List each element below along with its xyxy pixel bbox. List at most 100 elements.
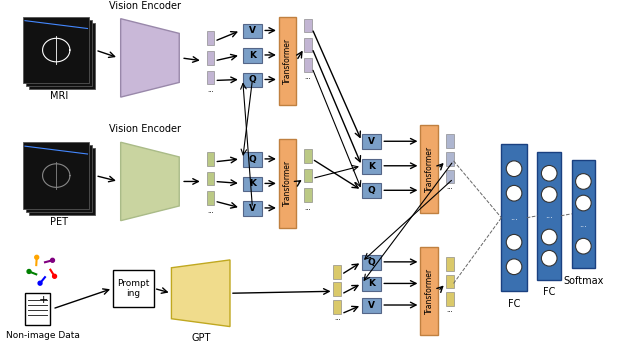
Text: K: K <box>249 51 256 60</box>
FancyBboxPatch shape <box>207 172 214 185</box>
Text: Q: Q <box>248 155 257 164</box>
FancyBboxPatch shape <box>445 135 454 148</box>
Circle shape <box>541 250 557 266</box>
FancyBboxPatch shape <box>362 298 381 313</box>
Text: Vision Encoder: Vision Encoder <box>109 1 181 11</box>
Text: GPT: GPT <box>191 334 211 344</box>
Text: Q: Q <box>248 75 257 84</box>
FancyBboxPatch shape <box>362 255 381 270</box>
Circle shape <box>506 259 522 274</box>
Text: Transformer: Transformer <box>283 160 292 206</box>
Text: K: K <box>368 162 375 171</box>
Polygon shape <box>172 260 230 326</box>
Text: V: V <box>249 204 256 213</box>
Circle shape <box>541 166 557 181</box>
Text: Prompt
ing: Prompt ing <box>117 279 150 298</box>
Circle shape <box>38 281 42 285</box>
Text: Vision Encoder: Vision Encoder <box>109 124 181 135</box>
Text: Transformer: Transformer <box>283 38 292 84</box>
Polygon shape <box>121 19 179 97</box>
Text: +: + <box>39 295 49 305</box>
Circle shape <box>541 229 557 245</box>
FancyBboxPatch shape <box>243 152 262 167</box>
Text: MRI: MRI <box>50 91 68 101</box>
Circle shape <box>35 255 38 259</box>
FancyBboxPatch shape <box>243 48 262 63</box>
FancyBboxPatch shape <box>23 142 90 209</box>
FancyBboxPatch shape <box>26 145 92 212</box>
Text: V: V <box>368 137 375 146</box>
FancyBboxPatch shape <box>29 148 95 215</box>
FancyBboxPatch shape <box>362 183 381 198</box>
Text: ...: ... <box>545 211 553 220</box>
FancyBboxPatch shape <box>304 149 312 163</box>
Circle shape <box>575 238 591 254</box>
Text: ...: ... <box>305 74 312 80</box>
Text: K: K <box>368 279 375 288</box>
FancyBboxPatch shape <box>207 191 214 205</box>
Text: FC: FC <box>508 299 520 309</box>
FancyBboxPatch shape <box>304 19 312 32</box>
FancyBboxPatch shape <box>279 139 296 227</box>
Circle shape <box>575 195 591 211</box>
Text: Transformer: Transformer <box>425 146 434 192</box>
FancyBboxPatch shape <box>362 277 381 291</box>
Text: Non-image Data: Non-image Data <box>6 330 79 340</box>
Circle shape <box>506 161 522 177</box>
FancyBboxPatch shape <box>445 257 454 271</box>
FancyBboxPatch shape <box>23 17 90 83</box>
Circle shape <box>506 185 522 201</box>
Circle shape <box>51 258 54 262</box>
FancyBboxPatch shape <box>26 20 92 87</box>
Text: ...: ... <box>446 184 453 190</box>
Text: Transformer: Transformer <box>425 268 434 314</box>
Text: ...: ... <box>579 220 588 229</box>
FancyBboxPatch shape <box>113 270 154 307</box>
Text: ...: ... <box>305 205 312 211</box>
Text: ...: ... <box>510 213 518 222</box>
Text: PET: PET <box>50 217 68 227</box>
FancyBboxPatch shape <box>304 169 312 182</box>
FancyBboxPatch shape <box>29 23 95 89</box>
Text: ...: ... <box>334 315 340 321</box>
FancyBboxPatch shape <box>304 188 312 202</box>
FancyBboxPatch shape <box>538 152 561 279</box>
Text: K: K <box>249 179 256 188</box>
FancyBboxPatch shape <box>333 282 341 296</box>
FancyBboxPatch shape <box>501 144 527 291</box>
FancyBboxPatch shape <box>207 70 214 84</box>
Polygon shape <box>121 142 179 221</box>
FancyBboxPatch shape <box>572 160 595 268</box>
FancyBboxPatch shape <box>207 51 214 65</box>
FancyBboxPatch shape <box>243 23 262 38</box>
Circle shape <box>541 187 557 202</box>
FancyBboxPatch shape <box>333 300 341 314</box>
Text: Softmax: Softmax <box>563 276 604 286</box>
FancyBboxPatch shape <box>25 293 51 325</box>
Text: ...: ... <box>446 307 453 313</box>
Text: Q: Q <box>367 186 376 195</box>
FancyBboxPatch shape <box>445 152 454 166</box>
FancyBboxPatch shape <box>445 292 454 306</box>
FancyBboxPatch shape <box>333 265 341 278</box>
FancyBboxPatch shape <box>243 73 262 87</box>
Circle shape <box>506 234 522 250</box>
FancyBboxPatch shape <box>445 170 454 183</box>
FancyBboxPatch shape <box>362 135 381 149</box>
FancyBboxPatch shape <box>420 125 438 213</box>
FancyBboxPatch shape <box>279 17 296 105</box>
Text: FC: FC <box>543 287 556 297</box>
FancyBboxPatch shape <box>207 152 214 166</box>
FancyBboxPatch shape <box>362 159 381 174</box>
FancyBboxPatch shape <box>304 58 312 72</box>
Text: ...: ... <box>207 87 214 93</box>
Text: ...: ... <box>207 208 214 214</box>
Text: Q: Q <box>367 258 376 267</box>
FancyBboxPatch shape <box>304 38 312 52</box>
FancyBboxPatch shape <box>445 274 454 288</box>
FancyBboxPatch shape <box>243 201 262 216</box>
FancyBboxPatch shape <box>207 31 214 45</box>
Circle shape <box>575 174 591 189</box>
FancyBboxPatch shape <box>420 247 438 335</box>
FancyBboxPatch shape <box>243 177 262 191</box>
